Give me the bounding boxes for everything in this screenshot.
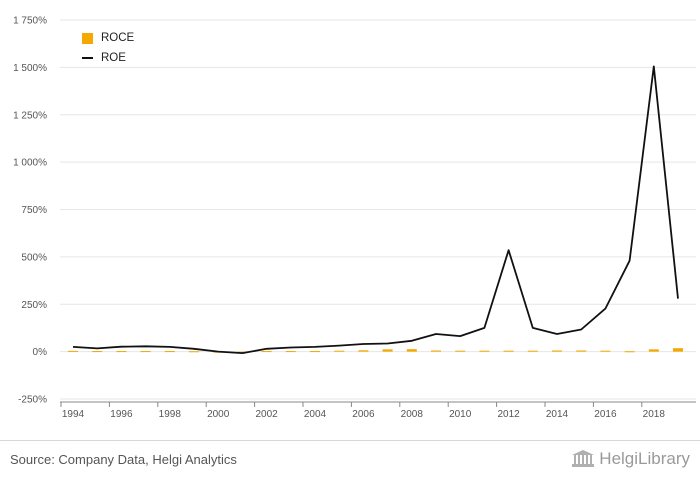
roce-bar bbox=[600, 350, 611, 352]
roce-bar bbox=[310, 351, 320, 353]
legend-item-roce[interactable]: ROCE bbox=[82, 28, 134, 48]
roe-line-group bbox=[72, 65, 679, 355]
x-tick-label: 2008 bbox=[401, 409, 424, 420]
y-tick-label: 1 250% bbox=[13, 110, 47, 121]
y-tick-label: 1 500% bbox=[13, 63, 47, 74]
x-tick-label: 1994 bbox=[62, 409, 85, 420]
roce-bar bbox=[68, 350, 78, 352]
y-tick-label: 500% bbox=[21, 252, 47, 263]
roce-bar bbox=[164, 351, 175, 353]
x-tick-label: 2018 bbox=[643, 409, 666, 420]
roce-bar bbox=[237, 351, 248, 353]
y-tick-label: -250% bbox=[18, 395, 47, 406]
legend: ROCE ROE bbox=[82, 28, 134, 68]
footer: Source: Company Data, Helgi Analytics He… bbox=[0, 440, 700, 484]
legend-label-roce: ROCE bbox=[101, 32, 135, 44]
roce-bar bbox=[285, 351, 296, 353]
x-tick-label: 2016 bbox=[594, 409, 617, 420]
roce-bar bbox=[455, 350, 466, 352]
brand-name: HelgiLibrary bbox=[599, 449, 690, 468]
roce-bar bbox=[624, 351, 635, 353]
x-tick-label: 2002 bbox=[255, 409, 278, 420]
roce-bar bbox=[189, 351, 199, 353]
x-tick-label: 1996 bbox=[110, 409, 133, 420]
legend-swatch-roce bbox=[82, 32, 93, 44]
roce-bar bbox=[358, 350, 369, 352]
roce-bar bbox=[140, 351, 151, 353]
legend-label-roe: ROE bbox=[101, 52, 126, 64]
x-tick-label: 2012 bbox=[497, 409, 520, 420]
brand-logo[interactable]: HelgiLibrary bbox=[571, 449, 690, 469]
library-icon bbox=[572, 450, 595, 467]
x-tick-label: 2004 bbox=[304, 409, 327, 420]
gridlines bbox=[60, 19, 696, 400]
roce-bar bbox=[92, 351, 103, 353]
legend-item-roe[interactable]: ROE bbox=[82, 48, 134, 68]
roce-bar bbox=[527, 350, 538, 352]
roce-bar bbox=[116, 351, 127, 353]
roce-bar bbox=[576, 350, 587, 352]
roce-bar bbox=[431, 350, 441, 352]
y-tick-label: 250% bbox=[21, 300, 47, 311]
x-tick-label: 2014 bbox=[546, 409, 569, 420]
roce-bar bbox=[552, 350, 562, 352]
x-tick-label: 2000 bbox=[207, 409, 230, 420]
y-axis-ticks: -250% 0% 250% 500% 750% 1 000% 1 250% 1 500% 1 7… bbox=[13, 16, 47, 406]
legend-swatch-roe bbox=[82, 57, 93, 59]
x-tick-label: 1998 bbox=[159, 409, 182, 420]
x-tick-label: 2006 bbox=[352, 409, 375, 420]
source-text: Source: Company Data, Helgi Analytics bbox=[10, 452, 237, 467]
roce-bar bbox=[406, 349, 417, 352]
y-tick-label: 1 000% bbox=[13, 158, 47, 169]
y-tick-label: 0% bbox=[33, 347, 48, 358]
y-tick-label: 1 750% bbox=[13, 16, 47, 27]
roe-line bbox=[72, 65, 679, 355]
roce-bar bbox=[673, 348, 683, 352]
roce-bar bbox=[503, 350, 514, 352]
y-tick-label: 750% bbox=[21, 205, 47, 216]
roce-bar bbox=[648, 349, 659, 352]
roce-bar bbox=[382, 349, 393, 352]
chart: -250% 0% 250% 500% 750% 1 000% 1 250% 1 500% 1 7… bbox=[13, 16, 696, 420]
x-axis: 1994 1996 1998 2000 2002 2004 2006 2008 2010 2012… bbox=[60, 401, 696, 420]
x-tick-label: 2010 bbox=[449, 409, 472, 420]
roce-bar bbox=[261, 351, 272, 353]
roce-bar bbox=[479, 350, 490, 352]
roce-bar bbox=[334, 350, 345, 352]
